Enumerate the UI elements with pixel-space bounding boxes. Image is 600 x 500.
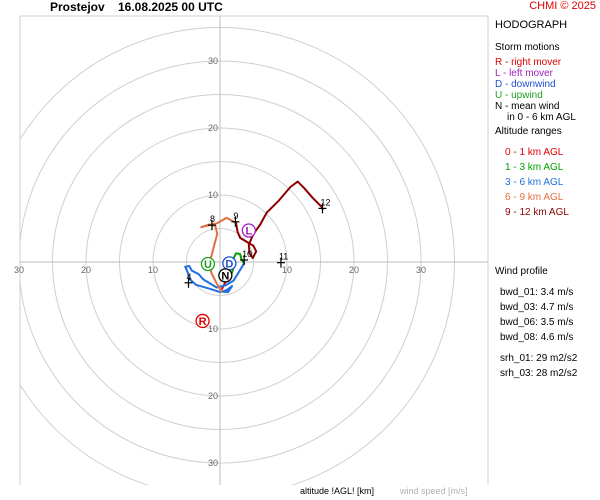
axis-tick-labels: 30 20 10 10 20 30 30 20 10 10 20 30	[14, 56, 426, 468]
y-tick-label: 20	[208, 123, 218, 133]
y-tick-label: 30	[208, 56, 218, 66]
altitude-marker-label: 8	[210, 214, 215, 224]
storm-motion-l-label: L	[245, 226, 252, 238]
y-tick-label: 20	[208, 391, 218, 401]
x-tick-label: 30	[14, 265, 24, 275]
storm-motion-u-label: U	[204, 259, 212, 271]
legend-left-mover: L - left mover	[495, 68, 553, 79]
altitude-markers: 4 8 9 10 11 12	[184, 197, 331, 288]
legend-mean-wind-layer: in 0 - 6 km AGL	[507, 112, 576, 123]
copyright-notice: CHMI © 2025	[529, 0, 596, 12]
bwd-08: bwd_08: 4.6 m/s	[500, 332, 574, 343]
y-tick-label: 10	[208, 324, 218, 334]
storm-motion-r-label: R	[199, 316, 207, 328]
altitude-ranges-title: Altitude ranges	[495, 126, 562, 137]
speed-unit-label: wind speed [m/s]	[400, 486, 468, 496]
legend-range-3-6: 3 - 6 km AGL	[505, 177, 564, 188]
legend-range-0-1: 0 - 1 km AGL	[505, 147, 564, 158]
legend-right-mover: R - right mover	[495, 57, 562, 68]
legend-downwind: D - downwind	[495, 79, 556, 90]
legend-title: HODOGRAPH	[495, 19, 568, 31]
bwd-03: bwd_03: 4.7 m/s	[500, 302, 574, 313]
altitude-unit-label: altitude !AGL! [km]	[300, 486, 375, 496]
x-tick-label: 10	[148, 265, 158, 275]
storm-motion-d-label: D	[225, 258, 233, 270]
storm-motions-legend: Storm motions R - right mover L - left m…	[495, 40, 576, 123]
legend-range-9-12: 9 - 12 km AGL	[505, 207, 569, 218]
altitude-marker-label: 12	[321, 197, 331, 207]
altitude-marker-label: 10	[242, 249, 252, 259]
legend-range-1-3: 1 - 3 km AGL	[505, 162, 564, 173]
storm-motion-markers: R L D UN	[195, 223, 256, 329]
y-tick-label: 30	[208, 458, 218, 468]
legend-upwind: U - upwind	[495, 90, 543, 101]
hodograph-traces	[184, 180, 324, 294]
wind-profile-title: Wind profile	[495, 266, 548, 277]
legend-range-6-9: 6 - 9 km AGL	[505, 192, 564, 203]
storm-motion-u-circle	[200, 256, 216, 272]
x-tick-label: 10	[282, 265, 292, 275]
altitude-marker-label: 11	[279, 252, 288, 262]
bwd-06: bwd_06: 3.5 m/s	[500, 317, 574, 328]
legend-mean-wind: N - mean wind	[495, 101, 560, 112]
valid-datetime: 16.08.2025 00 UTC	[118, 0, 223, 14]
bwd-01: bwd_01: 3.4 m/s	[500, 287, 574, 298]
altitude-ranges-legend: Altitude ranges 0 - 1 km AGL 1 - 3 km AG…	[495, 124, 569, 220]
srh-01: srh_01: 29 m2/s2	[500, 353, 578, 364]
x-tick-label: 20	[81, 265, 91, 275]
storm-motion-r-circle	[195, 313, 210, 329]
x-tick-label: 20	[349, 265, 359, 275]
trace-3-6	[184, 262, 246, 294]
trace-6-9	[200, 216, 238, 293]
storm-motion-n-label: N	[221, 270, 229, 282]
storm-motion-l-circle	[241, 223, 256, 238]
storm-motions-title: Storm motions	[495, 42, 560, 53]
trace-9-12	[235, 180, 324, 259]
wind-profile-legend: Wind profile bwd_01: 3.4 m/s bwd_03: 4.7…	[495, 264, 577, 381]
srh-03: srh_03: 28 m2/s2	[500, 368, 578, 379]
legend-panel: HODOGRAPH	[495, 18, 567, 33]
altitude-marker-label: 4	[187, 272, 192, 282]
hodograph-axes	[19, 15, 489, 485]
y-tick-label: 10	[208, 190, 218, 200]
x-tick-label: 30	[416, 265, 426, 275]
storm-motion-n-circle	[218, 268, 233, 283]
station-name: Prostejov	[50, 0, 105, 14]
altitude-marker-label: 9	[233, 211, 238, 221]
